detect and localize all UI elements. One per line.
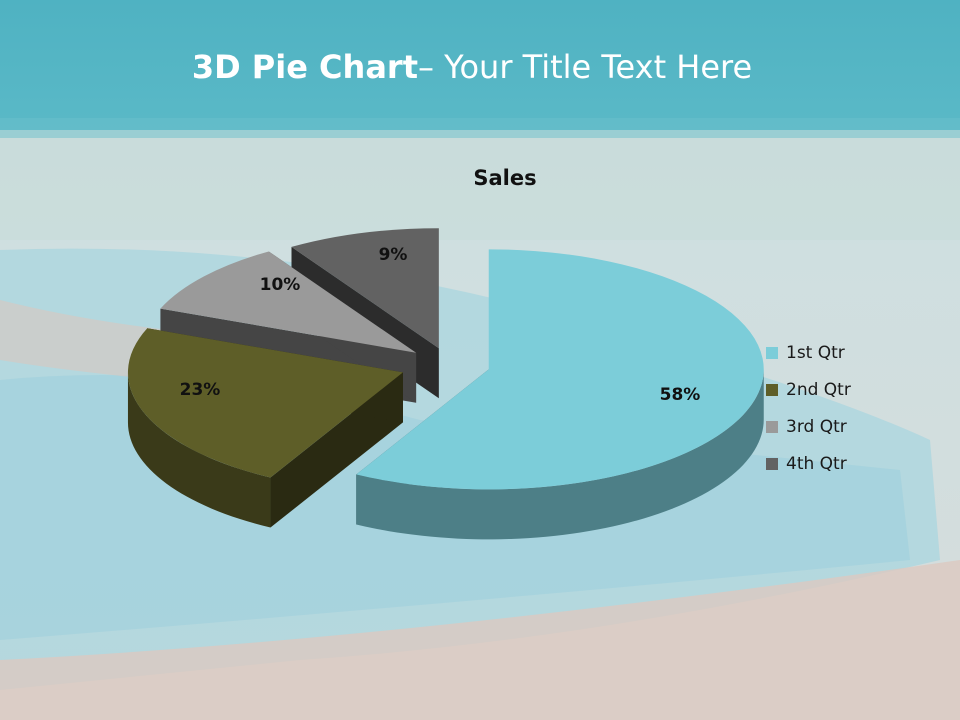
data-label-1: 58% bbox=[660, 385, 701, 405]
chart-title: Sales bbox=[473, 166, 537, 190]
legend-label: 1st Qtr bbox=[786, 342, 845, 363]
legend-label: 3rd Qtr bbox=[786, 416, 847, 437]
legend-item-1: 1st Qtr bbox=[766, 334, 851, 371]
legend-swatch bbox=[766, 383, 778, 396]
pie-slice-2 bbox=[127, 328, 403, 528]
data-label-2: 23% bbox=[180, 380, 221, 400]
slide-title-bold: 3D Pie Chart bbox=[191, 48, 418, 86]
legend-label: 4th Qtr bbox=[786, 453, 847, 474]
legend-swatch bbox=[766, 420, 778, 433]
legend-swatch bbox=[766, 346, 778, 359]
data-label-3: 10% bbox=[260, 275, 301, 295]
legend-item-3: 3rd Qtr bbox=[766, 408, 851, 445]
pie-slice-1 bbox=[356, 249, 764, 540]
slide-title: 3D Pie Chart– Your Title Text Here bbox=[0, 48, 944, 86]
legend-swatch bbox=[766, 457, 778, 470]
legend-item-4: 4th Qtr bbox=[766, 445, 851, 482]
legend-item-2: 2nd Qtr bbox=[766, 371, 851, 408]
chart-legend: 1st Qtr 2nd Qtr 3rd Qtr 4th Qtr bbox=[766, 334, 851, 482]
slide-title-rest: – Your Title Text Here bbox=[417, 48, 753, 86]
legend-label: 2nd Qtr bbox=[786, 379, 851, 400]
data-label-4: 9% bbox=[379, 245, 408, 265]
